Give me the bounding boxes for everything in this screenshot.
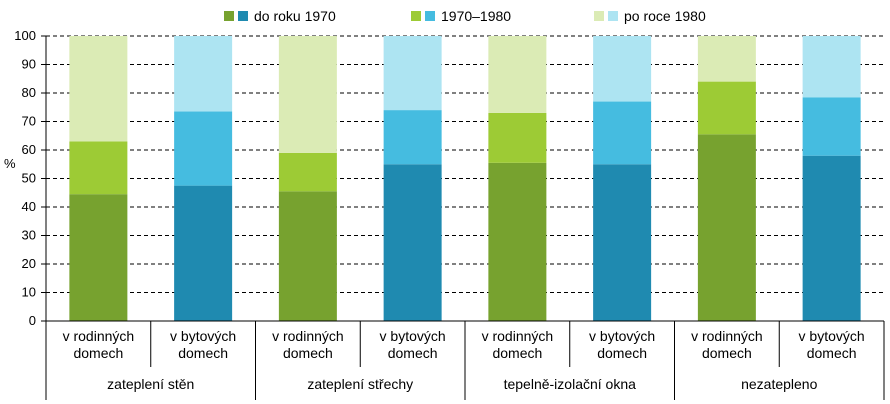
y-tick-label: 100 (14, 28, 36, 43)
gridlines (46, 35, 884, 293)
bar-segment (278, 152, 337, 192)
legend-swatch (238, 11, 248, 21)
bar-segment (488, 36, 547, 113)
bar-segment (593, 101, 652, 165)
x-group-label: tepelně-izolační okna (504, 376, 637, 392)
bar-segment (69, 141, 128, 195)
x-category-label: domech (492, 345, 542, 361)
y-tick-label: 30 (22, 228, 36, 243)
bar-segment (174, 111, 233, 186)
x-category-label: domech (73, 345, 123, 361)
bar-segment (802, 155, 861, 321)
bar-segment (278, 36, 337, 153)
bar-segment (802, 36, 861, 98)
x-group-label: zateplení střechy (307, 376, 413, 392)
x-category-label: v rodinných (63, 328, 135, 344)
x-group-label: zateplení stěn (107, 376, 194, 392)
x-category-label: v bytových (380, 328, 446, 344)
legend-label: 1970–1980 (441, 8, 511, 24)
y-tick-label: 20 (22, 256, 36, 271)
y-tick-label: 0 (29, 313, 36, 328)
bar-segment (174, 185, 233, 321)
x-category-label: v bytových (799, 328, 865, 344)
x-category-label: domech (702, 345, 752, 361)
bar-segment (278, 191, 337, 321)
legend-swatch (594, 11, 604, 21)
bar-segment (697, 134, 756, 321)
x-category-label: domech (283, 345, 333, 361)
bar-segment (488, 162, 547, 321)
bar-segment (69, 36, 128, 142)
y-tick-label: 90 (22, 57, 36, 72)
bar-segment (174, 36, 233, 112)
legend-label: po roce 1980 (624, 8, 706, 24)
bar-segment (593, 164, 652, 321)
x-category-label: domech (807, 345, 857, 361)
bar-segment (383, 110, 442, 165)
y-tick-label: 10 (22, 285, 36, 300)
bar-segment (488, 112, 547, 163)
y-tick-label: 40 (22, 199, 36, 214)
y-axis-label: % (4, 156, 16, 171)
legend-label: do roku 1970 (254, 8, 336, 24)
legend-swatch (411, 11, 421, 21)
y-tick-label: 80 (22, 85, 36, 100)
x-category-label: domech (388, 345, 438, 361)
x-category-label: domech (597, 345, 647, 361)
x-category-label: domech (178, 345, 228, 361)
bar-segment (802, 97, 861, 156)
legend: do roku 1970 1970–1980 po roce 1980 (224, 8, 706, 24)
y-tick-label: 70 (22, 114, 36, 129)
y-tick-label: 50 (22, 171, 36, 186)
x-category-label: v bytových (170, 328, 236, 344)
x-category-label: v rodinných (482, 328, 554, 344)
x-group-label: nezatepleno (741, 376, 818, 392)
legend-swatch (608, 11, 618, 21)
bar-segment (593, 36, 652, 102)
y-tick-label: 60 (22, 142, 36, 157)
x-category-label: v bytových (589, 328, 655, 344)
x-category-label: v rodinných (691, 328, 763, 344)
legend-swatch (425, 11, 435, 21)
legend-swatch (224, 11, 234, 21)
bar-segment (383, 164, 442, 321)
bar-segment (69, 194, 128, 321)
bar-segment (697, 36, 756, 82)
x-category-label: v rodinných (272, 328, 344, 344)
bar-segment (697, 81, 756, 135)
bar-segment (383, 36, 442, 111)
bars (69, 36, 861, 321)
